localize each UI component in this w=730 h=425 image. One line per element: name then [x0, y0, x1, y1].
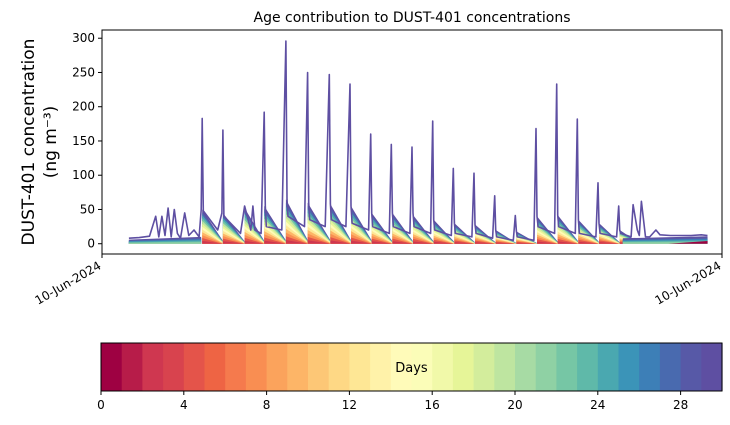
colorbar-ticks: 0 4 8 12 16 20 24 28	[97, 391, 688, 412]
colorbar-bin	[225, 343, 247, 391]
colorbar-bin	[204, 343, 226, 391]
colorbar-bins	[101, 343, 723, 391]
y-axis-label-line2: (ng m⁻³)	[41, 106, 61, 179]
age-band	[557, 241, 578, 244]
age-band	[413, 241, 434, 244]
y-tick-label: 250	[72, 65, 95, 79]
age-band	[202, 240, 223, 244]
age-band	[433, 241, 454, 244]
plot-frame	[101, 29, 723, 255]
age-band	[371, 241, 392, 244]
colorbar-bin	[473, 343, 495, 391]
colorbar-bin	[163, 343, 185, 391]
colorbar-bin	[287, 343, 309, 391]
age-band	[578, 241, 599, 244]
colorbar-bin	[452, 343, 475, 391]
colorbar-bin	[639, 343, 661, 391]
age-band	[537, 241, 558, 244]
colorbar-bin	[556, 343, 578, 391]
x-tick-label: 10-Jun-2024	[653, 258, 724, 307]
colorbar-bin	[328, 343, 350, 391]
age-band	[244, 240, 264, 244]
colorbar-tick-label: 28	[673, 398, 688, 412]
background-band	[128, 242, 202, 244]
y-tick-label: 100	[72, 168, 95, 182]
age-band	[495, 242, 516, 244]
colorbar-bin	[680, 343, 702, 391]
age-band	[285, 240, 308, 244]
colorbar-bin	[349, 343, 371, 391]
colorbar-bin	[577, 343, 599, 391]
x-axis-ticks: 10-Jun-2024 10-Jun-2024	[33, 254, 724, 308]
colorbar-bin	[370, 343, 392, 391]
colorbar-bin	[432, 343, 454, 391]
colorbar-bin	[618, 343, 640, 391]
y-tick-label: 200	[72, 100, 95, 114]
colorbar-bin	[515, 343, 537, 391]
age-band	[222, 241, 245, 244]
colorbar-tick-label: 0	[97, 398, 105, 412]
colorbar-bin	[494, 343, 516, 391]
age-band	[307, 240, 330, 244]
age-band	[454, 242, 475, 244]
colorbar-tick-label: 16	[425, 398, 440, 412]
colorbar-bin	[308, 343, 330, 391]
colorbar-frame	[100, 342, 723, 392]
total-concentration-line	[128, 40, 708, 242]
age-band	[516, 242, 537, 244]
y-tick-label: 0	[87, 237, 95, 251]
age-band	[392, 241, 413, 244]
colorbar-tick-label: 24	[590, 398, 605, 412]
colorbar-bin	[659, 343, 682, 391]
colorbar-label: Days	[395, 361, 428, 376]
colorbar-tick-label: 20	[507, 398, 522, 412]
chart-title: Age contribution to DUST-401 concentrati…	[254, 10, 571, 26]
age-band	[599, 242, 620, 244]
colorbar-bin	[390, 343, 413, 391]
age-band	[264, 240, 286, 244]
colorbar-bin	[121, 343, 143, 391]
plot-area	[128, 40, 708, 244]
colorbar-bin	[142, 343, 164, 391]
x-tick-label: 10-Jun-2024	[33, 258, 104, 307]
colorbar-bin	[597, 343, 620, 391]
colorbar-bin	[101, 343, 123, 391]
y-axis-label-line1: DUST-401 concentration	[19, 39, 39, 246]
age-band	[330, 240, 351, 244]
age-bands	[128, 199, 708, 244]
colorbar-bin	[411, 343, 433, 391]
age-band	[475, 242, 496, 244]
colorbar-tick-label: 12	[342, 398, 357, 412]
colorbar-bin	[183, 343, 206, 391]
colorbar-bin	[245, 343, 268, 391]
age-band	[351, 240, 372, 244]
y-tick-label: 300	[72, 31, 95, 45]
y-axis-label: DUST-401 concentration (ng m⁻³)	[19, 39, 61, 246]
y-tick-label: 150	[72, 134, 95, 148]
colorbar-bin	[701, 343, 723, 391]
y-tick-label: 50	[80, 202, 95, 216]
colorbar: Days 0 4 8 12 16 20 24 28	[97, 342, 723, 412]
colorbar-bin	[266, 343, 288, 391]
y-axis-ticks: 0 50 100 150 200 250 300	[72, 31, 102, 251]
colorbar-bin	[535, 343, 557, 391]
colorbar-tick-label: 8	[263, 398, 271, 412]
age-band-oldest	[668, 240, 708, 244]
colorbar-tick-label: 4	[180, 398, 188, 412]
